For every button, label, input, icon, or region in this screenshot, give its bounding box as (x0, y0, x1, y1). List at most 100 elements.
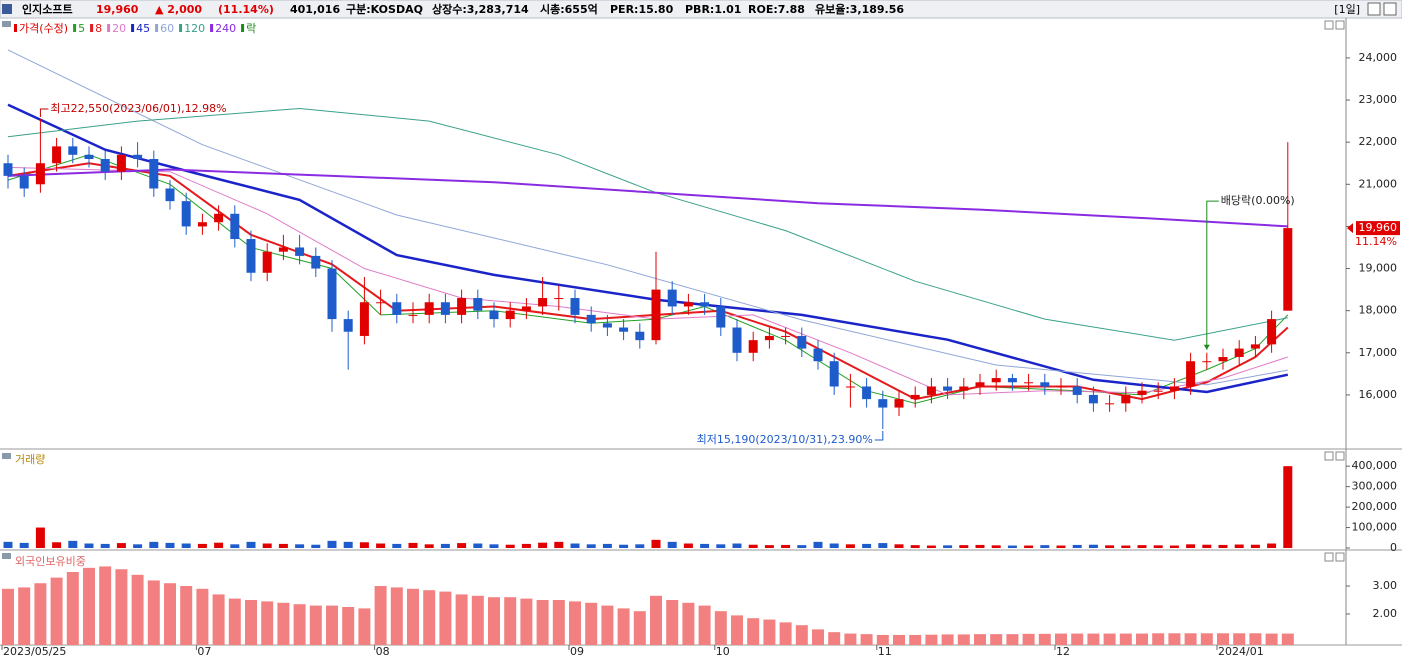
candle-body (1267, 319, 1277, 345)
candle-body (1024, 382, 1034, 384)
volume-bar (862, 543, 872, 548)
candle-body (68, 146, 78, 155)
legend-label: 8 (95, 22, 102, 35)
annotation: 배당락(0.00%) (1221, 194, 1295, 207)
volume-bar (845, 544, 855, 548)
candle-body (894, 399, 904, 408)
ratio-bar (342, 606, 355, 645)
volume-bar (343, 541, 353, 548)
candle-body (862, 386, 872, 400)
candle-body (1202, 361, 1212, 363)
volume-bar (149, 541, 159, 548)
panel-icon[interactable] (2, 21, 11, 27)
ratio-bar (974, 634, 986, 645)
volume-bar (1169, 545, 1179, 548)
ratio-bar (1103, 633, 1116, 645)
ratio-bar (698, 605, 711, 645)
candle-body (700, 302, 710, 307)
volume-bar (991, 545, 1001, 548)
volume-bar (392, 543, 402, 548)
candle-body (797, 335, 807, 349)
volume-bar (1234, 544, 1244, 548)
volume-bar (586, 544, 596, 548)
volume-bar (68, 540, 78, 548)
candle-body (359, 302, 369, 336)
candle-body (554, 298, 564, 300)
volume-bar (910, 545, 920, 548)
candle-body (878, 399, 888, 408)
panel-button[interactable] (1324, 20, 1334, 30)
volume-bar (440, 543, 450, 548)
y-tick-label: 400,000 (1352, 459, 1398, 472)
panel-icon[interactable] (2, 453, 11, 459)
volume-bar (1267, 543, 1277, 548)
volume-bar (635, 544, 645, 548)
candle-body (3, 163, 13, 176)
candle-body (149, 159, 159, 189)
restore-button[interactable] (1367, 2, 1381, 16)
volume-bar (278, 543, 288, 548)
candle-body (1040, 382, 1050, 387)
volume-bar (1040, 545, 1050, 548)
volume-bar (1153, 545, 1163, 548)
volume-bar (716, 544, 726, 548)
volume-bar (165, 542, 175, 548)
x-tick-label: 2023/05/25 (3, 645, 66, 658)
volume-bar (311, 544, 321, 548)
annotation: 최저15,190(2023/10/31),23.90% (697, 433, 873, 446)
annotation: 최고22,550(2023/06/01),12.98% (50, 102, 226, 115)
candle-body (732, 327, 742, 353)
ratio-bar (66, 572, 79, 645)
legend-swatch (107, 24, 111, 32)
volume-bar (700, 543, 710, 548)
close-button[interactable] (1383, 2, 1397, 16)
panel-button[interactable] (1324, 451, 1334, 461)
panel-button[interactable] (1335, 552, 1345, 562)
candle-body (100, 159, 110, 172)
candle-body (311, 255, 321, 269)
legend-swatch (14, 24, 17, 32)
panel-button[interactable] (1335, 20, 1345, 30)
ratio-bar (455, 594, 468, 645)
legend-swatch (155, 24, 159, 32)
candle-body (1137, 390, 1147, 395)
legend-label: 240 (215, 22, 236, 35)
panel-button[interactable] (1335, 451, 1345, 461)
ratio-bar (1217, 633, 1229, 645)
volume-bar (1024, 545, 1034, 548)
ratio-bar (358, 608, 371, 645)
ratio-bar (893, 634, 905, 645)
y-tick-label: 16,000 (1359, 388, 1398, 401)
candle-body (1088, 394, 1098, 404)
ratio-bar (212, 594, 225, 645)
ratio-bar (633, 611, 646, 645)
panel-button[interactable] (1324, 552, 1334, 562)
legend-label: 45 (136, 22, 150, 35)
candle-body (1072, 386, 1082, 395)
legend-swatch (179, 24, 183, 32)
panel-title: 거래량 (15, 453, 45, 466)
volume-bar (651, 539, 661, 548)
header-icon[interactable] (2, 4, 12, 14)
candle-body (1153, 390, 1163, 392)
volume-bar (408, 542, 418, 548)
volume-bar (781, 544, 791, 548)
candle-body (570, 298, 580, 315)
volume-bar (230, 544, 240, 548)
volume-bar (1202, 544, 1212, 548)
volume-bar (975, 544, 985, 548)
volume-bar (732, 543, 742, 548)
ratio-bar (536, 600, 549, 645)
ratio-bar (1119, 633, 1132, 645)
candle-body (602, 323, 612, 328)
candle-body (1056, 386, 1066, 388)
ratio-bar (164, 583, 176, 645)
candle-body (440, 302, 450, 315)
panel-icon[interactable] (2, 553, 11, 559)
y-tick-label: 0 (1390, 541, 1397, 554)
volume-bar (1218, 544, 1228, 548)
volume-bar (489, 544, 499, 548)
period-button[interactable]: [1일] (1334, 2, 1360, 16)
ratio-bar (714, 611, 727, 645)
